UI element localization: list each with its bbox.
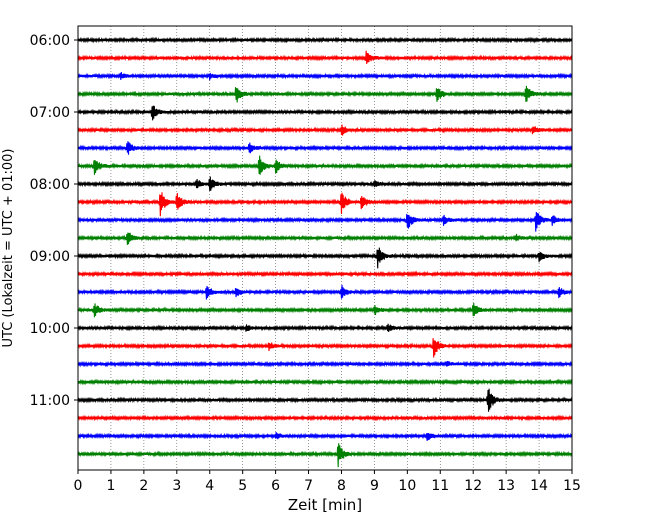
- trace-1045: [77, 378, 573, 386]
- trace-0645: [77, 85, 573, 103]
- grid-lines: [110, 26, 540, 470]
- x-tick-label: 7: [304, 478, 313, 494]
- trace-0845: [77, 232, 573, 245]
- x-tick-label: 2: [139, 478, 148, 494]
- y-tick-label: 08:00: [30, 177, 70, 193]
- y-axis-ticks: 06:00 07:00 08:00 09:00 10:00 11:00: [30, 33, 78, 409]
- seismic-traces: [77, 36, 573, 468]
- x-tick-label: 15: [563, 478, 581, 494]
- x-tick-label: 6: [271, 478, 280, 494]
- trace-1015: [77, 338, 573, 358]
- trace-0815: [77, 192, 573, 217]
- trace-1115: [77, 414, 573, 422]
- x-tick-label: 11: [431, 478, 449, 494]
- x-tick-label: 9: [370, 478, 379, 494]
- trace-0700: [77, 105, 573, 121]
- trace-0830: [77, 212, 573, 232]
- trace-0630: [77, 72, 573, 81]
- trace-0915: [77, 270, 573, 278]
- trace-0615: [77, 50, 573, 64]
- y-tick-label: 09:00: [30, 249, 70, 265]
- x-tick-label: 0: [74, 478, 83, 494]
- x-tick-label: 5: [238, 478, 247, 494]
- x-tick-label: 10: [398, 478, 416, 494]
- trace-0945: [77, 302, 573, 318]
- plot-frame: [77, 25, 573, 471]
- trace-0715: [77, 124, 573, 136]
- y-tick-label: 06:00: [30, 33, 70, 49]
- x-tick-label: 8: [337, 478, 346, 494]
- trace-1145: [77, 443, 573, 468]
- x-tick-label: 12: [464, 478, 482, 494]
- trace-1100: [77, 388, 573, 412]
- trace-1130: [77, 431, 573, 441]
- trace-0730: [77, 141, 573, 155]
- x-tick-label: 14: [530, 478, 548, 494]
- trace-1000: [77, 323, 573, 332]
- y-tick-label: 11:00: [30, 393, 70, 409]
- x-axis-ticks: 0 1 2 3 4 5 6 7 8 9 10 11 12 13 14 15: [74, 470, 581, 494]
- trace-0800: [77, 176, 573, 191]
- x-tick-label: 4: [205, 478, 214, 494]
- x-tick-label: 1: [106, 478, 115, 494]
- trace-0745: [77, 155, 573, 175]
- trace-1030: [77, 360, 573, 368]
- x-axis-label: Zeit [min]: [288, 496, 362, 514]
- y-tick-label: 07:00: [30, 105, 70, 121]
- y-axis-label: UTC (Lokalzeit = UTC + 01:00): [1, 149, 16, 348]
- trace-0900: [77, 247, 573, 269]
- x-tick-label: 3: [172, 478, 181, 494]
- y-tick-label: 10:00: [30, 321, 70, 337]
- trace-0600: [77, 36, 573, 44]
- trace-0930: [77, 284, 573, 300]
- x-tick-label: 13: [497, 478, 515, 494]
